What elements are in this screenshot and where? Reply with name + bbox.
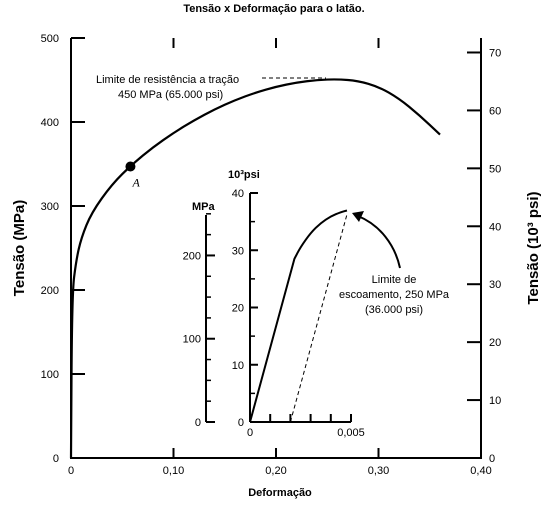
point-a-label: A — [131, 176, 140, 190]
y-right-tick-label: 60 — [489, 105, 501, 117]
y-tick-label: 0 — [53, 453, 59, 465]
yield-arrow-shaft — [357, 215, 401, 269]
inset-psi-tick-label: 20 — [232, 303, 244, 315]
inset-offset-line — [289, 214, 348, 423]
stress-strain-curve — [69, 78, 441, 459]
inset-mpa-tick-label: 0 — [195, 417, 201, 429]
x-tick-label: 0,30 — [368, 465, 389, 477]
y-right-tick-label: 70 — [489, 47, 501, 59]
inset-mpa-unit: MPa — [192, 201, 216, 213]
inset-psi-unit: 10³psi — [228, 169, 260, 181]
tensile-strength-value: 450 MPa (65.000 psi) — [118, 89, 223, 101]
y-right-tick-label: 10 — [489, 395, 501, 407]
y-tick-label: 200 — [41, 285, 59, 297]
inset-psi-tick-label: 10 — [232, 360, 244, 372]
inset-mpa-tick-label: 100 — [183, 334, 201, 346]
y-tick-label: 400 — [41, 117, 59, 129]
y-tick-label: 300 — [41, 201, 59, 213]
inset-psi-tick-label: 40 — [232, 188, 244, 200]
y-tick-label: 500 — [41, 33, 59, 45]
y-right-tick-label: 40 — [489, 221, 501, 233]
inset-psi-tick-label: 30 — [232, 245, 244, 257]
y-axis-label: Tensão (MPa) — [11, 200, 28, 296]
x-axis-label: Deformação — [248, 487, 312, 499]
yield-label-line1: Limite de — [372, 274, 417, 286]
x-tick-label: 0,10 — [163, 465, 184, 477]
inset-psi-tick-label: 0 — [238, 417, 244, 429]
x-tick-label: 0,20 — [265, 465, 286, 477]
tensile-strength-label: Limite de resistência a tração — [96, 74, 239, 86]
plot-frame — [70, 38, 482, 459]
inset-plot: 0 10 20 30 40 10³psi 0 100 200 MPa 0 0,005 Limite de… — [183, 169, 450, 439]
inset-x-tick-label: 0 — [247, 427, 253, 439]
chart-title: Tensão x Deformação para o latão. — [183, 3, 364, 15]
point-a-marker — [125, 161, 136, 172]
y-right-tick-label: 50 — [489, 163, 501, 175]
inset-mpa-tick-label: 200 — [183, 250, 201, 262]
yield-label-line3: (36.000 psi) — [365, 304, 423, 316]
y-right-tick-label: 20 — [489, 337, 501, 349]
yield-arrow-head — [352, 211, 364, 222]
y-right-tick-label: 30 — [489, 279, 501, 291]
x-tick-label: 0,40 — [470, 465, 491, 477]
y-right-tick-label: 0 — [489, 453, 495, 465]
inset-x-tick-label: 0,005 — [337, 427, 365, 439]
main-plot: Tensão x Deformação para o latão. 0 0,10 0,… — [11, 3, 542, 499]
y-tick-label: 100 — [41, 369, 59, 381]
inset-curve — [249, 209, 348, 423]
x-tick-label: 0 — [68, 465, 74, 477]
y-axis-label-right: Tensão (10³ psi) — [525, 191, 542, 304]
yield-label-line2: escoamento, 250 MPa — [339, 289, 450, 301]
